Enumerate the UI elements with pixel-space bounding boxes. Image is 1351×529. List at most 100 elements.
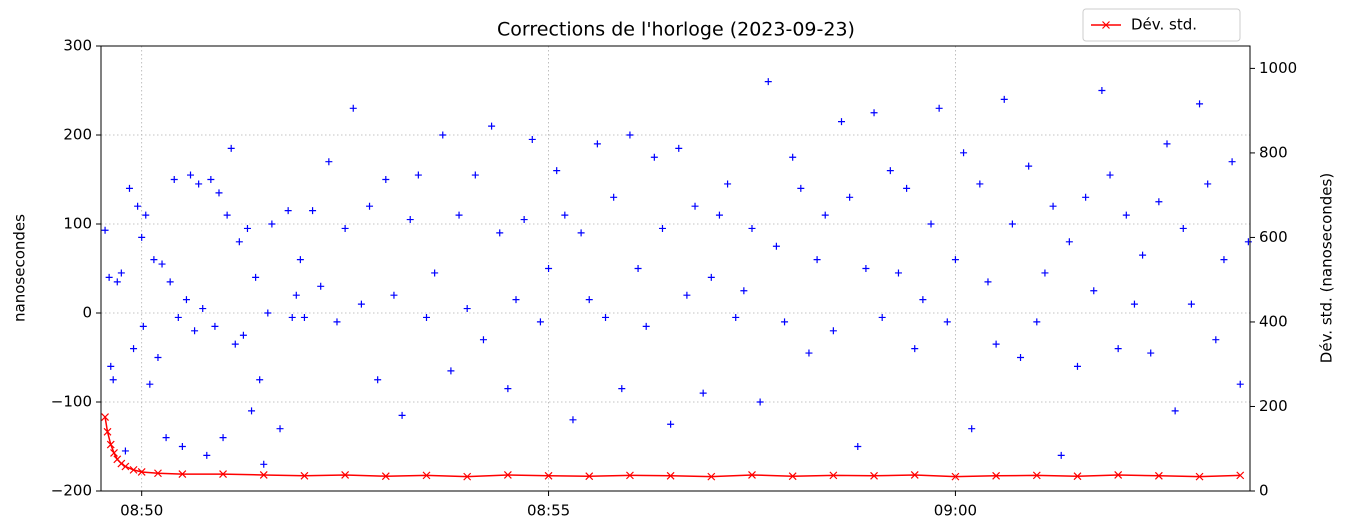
point <box>178 443 186 450</box>
point <box>248 407 256 415</box>
point <box>154 469 162 478</box>
point <box>683 291 691 299</box>
point <box>191 327 199 335</box>
point <box>935 104 943 112</box>
point <box>1236 471 1245 480</box>
point <box>479 336 487 344</box>
point <box>117 269 125 277</box>
point <box>162 434 170 442</box>
point <box>1147 349 1155 357</box>
point <box>740 287 748 295</box>
point <box>821 211 829 219</box>
point <box>699 389 707 397</box>
point <box>496 229 504 237</box>
point <box>260 460 268 468</box>
point <box>585 472 594 481</box>
point <box>178 470 187 479</box>
point <box>199 305 207 313</box>
point <box>602 313 610 321</box>
point <box>886 167 894 175</box>
point <box>1220 256 1228 264</box>
y-tick-label: 200 <box>63 126 92 144</box>
point <box>504 385 512 393</box>
point <box>675 144 683 152</box>
point <box>235 238 243 246</box>
point <box>1082 193 1090 201</box>
point <box>1073 362 1081 370</box>
point <box>381 472 390 481</box>
point <box>296 256 304 264</box>
point <box>1065 238 1073 246</box>
point <box>634 265 642 272</box>
y-tick-label: 100 <box>63 215 92 233</box>
point <box>103 427 112 436</box>
point <box>366 202 374 210</box>
point <box>252 273 260 281</box>
y-tick-label: 0 <box>82 304 92 322</box>
point <box>756 398 764 406</box>
point <box>968 425 976 433</box>
point <box>142 211 150 219</box>
point <box>610 193 618 201</box>
point <box>1025 162 1033 170</box>
point <box>1114 471 1123 479</box>
point <box>1196 100 1204 108</box>
point <box>223 211 231 219</box>
point <box>585 296 593 304</box>
point <box>439 131 447 139</box>
point <box>1008 220 1016 228</box>
point <box>455 211 463 219</box>
point <box>781 318 789 326</box>
point <box>130 345 138 353</box>
point <box>203 451 211 459</box>
point <box>154 354 162 361</box>
point <box>134 202 142 210</box>
point <box>138 233 146 241</box>
plot-frame <box>100 45 1251 492</box>
point <box>107 362 115 370</box>
point <box>764 78 772 86</box>
point <box>243 224 251 232</box>
point <box>349 104 357 112</box>
point <box>239 331 247 339</box>
point <box>707 472 716 481</box>
point <box>325 158 333 166</box>
point <box>1114 345 1122 353</box>
point <box>1155 198 1163 206</box>
point <box>528 135 536 143</box>
point <box>300 313 308 321</box>
y2-axis-label: Dév. std. (nanosecondes) <box>1318 173 1336 363</box>
point <box>105 273 113 281</box>
point <box>838 118 846 126</box>
point <box>724 180 732 188</box>
point <box>110 449 118 457</box>
point <box>268 220 276 228</box>
y2-tick-label: 0 <box>1259 482 1269 500</box>
point <box>992 471 1001 480</box>
point <box>1049 202 1057 210</box>
point <box>333 318 341 326</box>
point <box>748 224 756 232</box>
point <box>288 313 296 321</box>
point <box>300 471 309 480</box>
point <box>707 273 715 281</box>
point <box>471 171 479 179</box>
point <box>561 211 569 219</box>
point <box>211 322 219 330</box>
point <box>1154 471 1163 480</box>
point <box>626 471 634 480</box>
x-tick-label: 09:00 <box>934 502 977 520</box>
point <box>121 462 130 471</box>
point <box>227 144 235 152</box>
point <box>125 184 133 192</box>
point <box>1033 318 1041 326</box>
point <box>422 313 430 321</box>
point <box>374 376 382 384</box>
point <box>1179 224 1187 232</box>
point <box>903 184 911 192</box>
point <box>520 216 528 224</box>
point <box>166 278 174 286</box>
y-axis-label: nanosecondes <box>11 214 29 322</box>
point <box>182 296 190 304</box>
point <box>1057 451 1065 459</box>
